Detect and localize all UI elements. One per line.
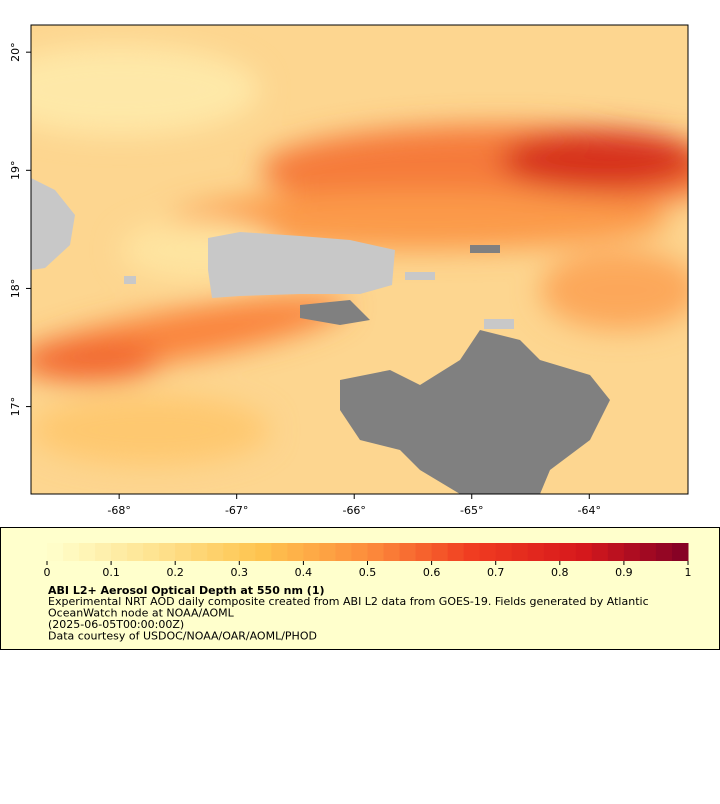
colorbar-step bbox=[159, 543, 176, 561]
colorbar-step bbox=[575, 543, 593, 561]
colorbar-tick-label: 0.6 bbox=[423, 566, 441, 579]
colorbar-step bbox=[223, 543, 240, 561]
colorbar-step bbox=[591, 543, 609, 561]
caption-line: OceanWatch node at NOAA/AOML bbox=[48, 607, 235, 620]
colorbar-step bbox=[415, 543, 433, 561]
colorbar-step bbox=[367, 543, 385, 561]
caption-line: (2025-06-05T00:00:00Z) bbox=[48, 618, 184, 631]
colorbar-step bbox=[143, 543, 160, 561]
colorbar-step bbox=[175, 543, 192, 561]
colorbar-step bbox=[559, 543, 577, 561]
colorbar-tick-label: 0.2 bbox=[166, 566, 184, 579]
colorbar-step bbox=[319, 543, 336, 561]
colorbar-step bbox=[543, 543, 561, 561]
colorbar-tick-label: 0.4 bbox=[295, 566, 313, 579]
x-tick-label: -66° bbox=[342, 504, 365, 517]
colorbar-tick-label: 0.7 bbox=[487, 566, 505, 579]
colorbar-step bbox=[271, 543, 288, 561]
colorbar-tick-label: 0.5 bbox=[359, 566, 377, 579]
colorbar-step bbox=[47, 543, 64, 561]
colorbar-step bbox=[111, 543, 128, 561]
colorbar-tick-label: 0.3 bbox=[231, 566, 249, 579]
colorbar-step bbox=[447, 543, 465, 561]
legend-title: ABI L2+ Aerosol Optical Depth at 550 nm … bbox=[48, 584, 325, 597]
y-tick-label: 17° bbox=[9, 397, 22, 417]
colorbar-step bbox=[623, 543, 641, 561]
colorbar-step bbox=[463, 543, 481, 561]
colorbar-step bbox=[431, 543, 449, 561]
colorbar-tick-label: 0.9 bbox=[615, 566, 633, 579]
colorbar-step bbox=[303, 543, 320, 561]
colorbar-step bbox=[335, 543, 352, 561]
colorbar-step bbox=[655, 543, 673, 561]
x-tick-label: -65° bbox=[460, 504, 483, 517]
colorbar-step bbox=[287, 543, 304, 561]
colorbar-step bbox=[495, 543, 513, 561]
colorbar-step bbox=[639, 543, 657, 561]
caption-line: Experimental NRT AOD daily composite cre… bbox=[48, 595, 649, 608]
colorbar-step bbox=[607, 543, 625, 561]
colorbar-step bbox=[511, 543, 529, 561]
colorbar-tick-label: 0 bbox=[44, 566, 51, 579]
y-tick-label: 19° bbox=[9, 161, 22, 181]
colorbar-tick-label: 0.1 bbox=[102, 566, 120, 579]
colorbar-step bbox=[671, 543, 689, 561]
aod-raster bbox=[31, 25, 688, 494]
x-tick-label: -68° bbox=[107, 504, 130, 517]
colorbar-step bbox=[351, 543, 368, 561]
y-tick-label: 18° bbox=[9, 279, 22, 299]
colorbar-step bbox=[95, 543, 112, 561]
colorbar-step bbox=[79, 543, 96, 561]
colorbar-step bbox=[527, 543, 545, 561]
colorbar-step bbox=[383, 543, 401, 561]
y-tick-label: 20° bbox=[9, 42, 22, 62]
map-frame bbox=[30, 24, 689, 495]
colorbar-step bbox=[207, 543, 224, 561]
colorbar-tick-label: 1 bbox=[685, 566, 692, 579]
colorbar-tick-label: 0.8 bbox=[551, 566, 569, 579]
colorbar-step bbox=[239, 543, 256, 561]
colorbar-step bbox=[63, 543, 80, 561]
caption-line: Data courtesy of USDOC/NOAA/OAR/AOML/PHO… bbox=[48, 630, 317, 643]
colorbar-step bbox=[255, 543, 272, 561]
colorbar-step bbox=[127, 543, 144, 561]
x-tick-label: -67° bbox=[225, 504, 248, 517]
colorbar-step bbox=[191, 543, 208, 561]
colorbar-step bbox=[399, 543, 417, 561]
colorbar-step bbox=[479, 543, 497, 561]
x-tick-label: -64° bbox=[578, 504, 601, 517]
